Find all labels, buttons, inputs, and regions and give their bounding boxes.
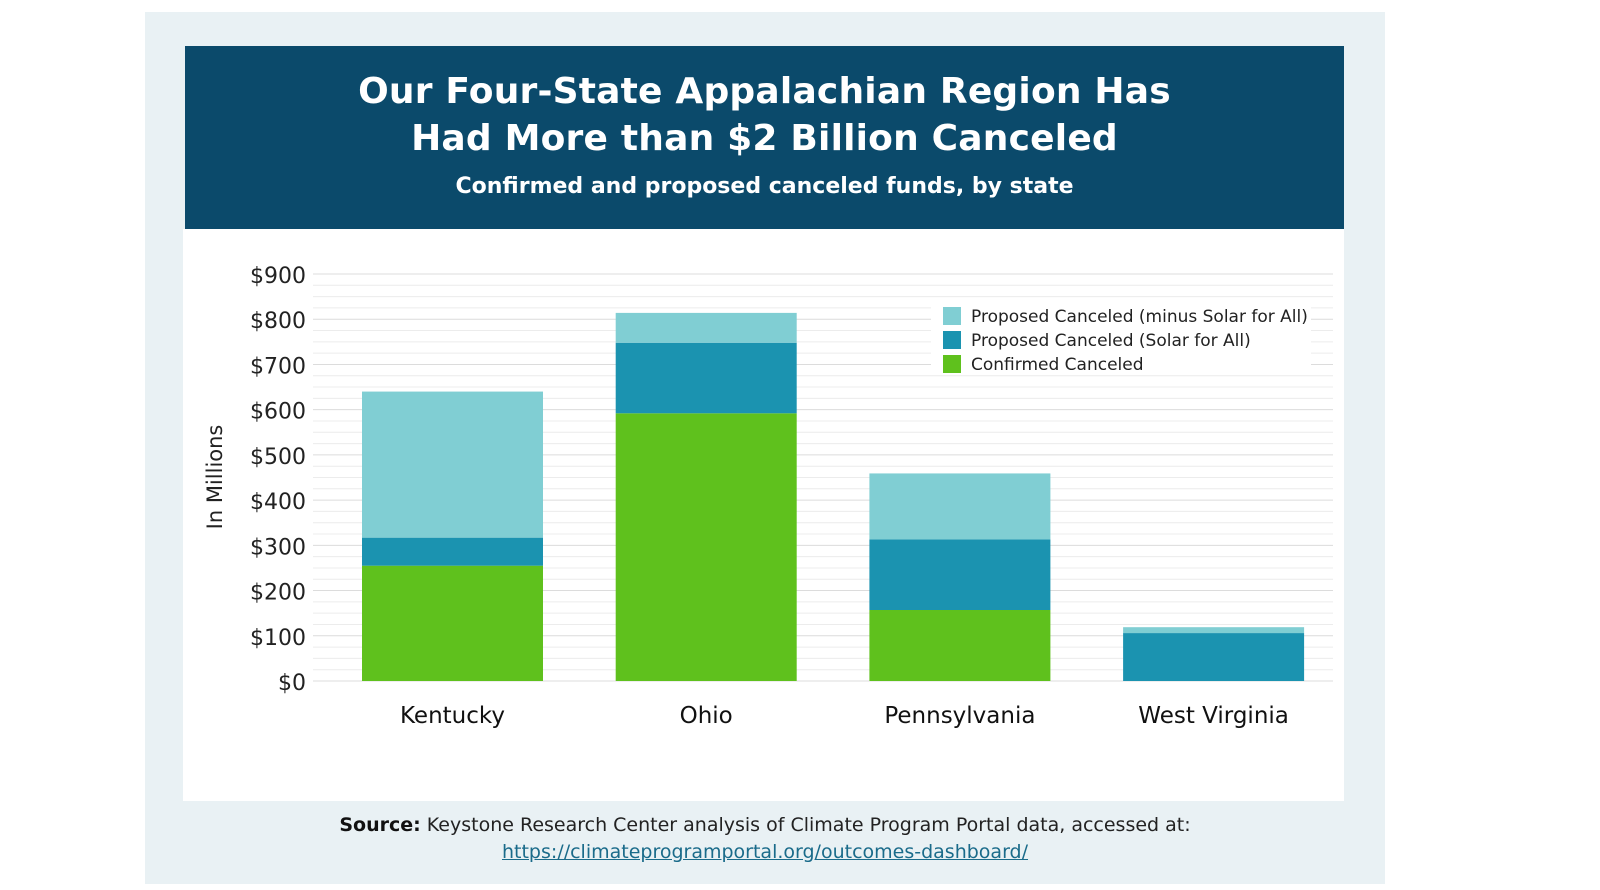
legend-swatch bbox=[943, 355, 961, 373]
bar-segment bbox=[869, 610, 1051, 681]
source-link[interactable]: https://climateprogramportal.org/outcome… bbox=[501, 841, 1029, 863]
chart-title-line-2: Had More than $2 Billion Canceled bbox=[411, 118, 1118, 159]
x-tick-label: West Virginia bbox=[1138, 703, 1289, 729]
bar-segment bbox=[615, 312, 797, 343]
legend-label: Proposed Canceled (Solar for All) bbox=[971, 331, 1251, 351]
legend-swatch bbox=[943, 307, 961, 325]
bar-segment bbox=[869, 539, 1051, 611]
legend-label: Proposed Canceled (minus Solar for All) bbox=[971, 307, 1308, 327]
bar-segment bbox=[362, 565, 543, 681]
y-tick-label: $200 bbox=[250, 581, 306, 606]
bar-segment bbox=[362, 537, 543, 566]
chart-subtitle: Confirmed and proposed canceled funds, b… bbox=[455, 174, 1074, 199]
source-label: Source: bbox=[339, 814, 421, 836]
chart-header: Our Four-State Appalachian Region Has Ha… bbox=[185, 46, 1344, 229]
bar-segment bbox=[615, 342, 797, 414]
bar-chart: $0 $100 $200 $300 $400 $500 $600 $700 $800 $900 In… bbox=[203, 264, 1333, 729]
bar-segment bbox=[869, 473, 1051, 540]
legend-label: Confirmed Canceled bbox=[971, 355, 1144, 375]
bar-segment bbox=[362, 391, 543, 538]
y-tick-label: $800 bbox=[250, 309, 306, 334]
y-tick-label: $900 bbox=[250, 264, 306, 289]
legend-bg bbox=[931, 351, 1311, 375]
legend-bg bbox=[931, 303, 1311, 327]
chart-panel: $0 $100 $200 $300 $400 $500 $600 $700 $800 $900 In… bbox=[183, 229, 1344, 801]
y-tick-label: $500 bbox=[250, 445, 306, 470]
x-tick-label: Ohio bbox=[680, 703, 733, 729]
y-tick-label: $600 bbox=[250, 400, 306, 425]
bar-segment bbox=[1123, 633, 1305, 681]
y-tick-label: $400 bbox=[250, 490, 306, 515]
bar-segment bbox=[1123, 627, 1305, 634]
bar-segment bbox=[615, 413, 797, 681]
source-note: Source: Keystone Research Center analysi… bbox=[145, 812, 1385, 866]
legend-bg bbox=[931, 327, 1311, 351]
y-axis-label: In Millions bbox=[203, 425, 227, 530]
y-tick-label: $700 bbox=[250, 354, 306, 379]
source-text: Keystone Research Center analysis of Cli… bbox=[426, 814, 1191, 836]
y-tick-label: $0 bbox=[278, 671, 306, 696]
legend-swatch bbox=[943, 331, 961, 349]
y-tick-label: $300 bbox=[250, 535, 306, 560]
x-tick-label: Pennsylvania bbox=[884, 703, 1035, 729]
chart-title-line-1: Our Four-State Appalachian Region Has bbox=[358, 71, 1171, 112]
y-tick-label: $100 bbox=[250, 626, 306, 651]
x-tick-label: Kentucky bbox=[400, 703, 505, 729]
